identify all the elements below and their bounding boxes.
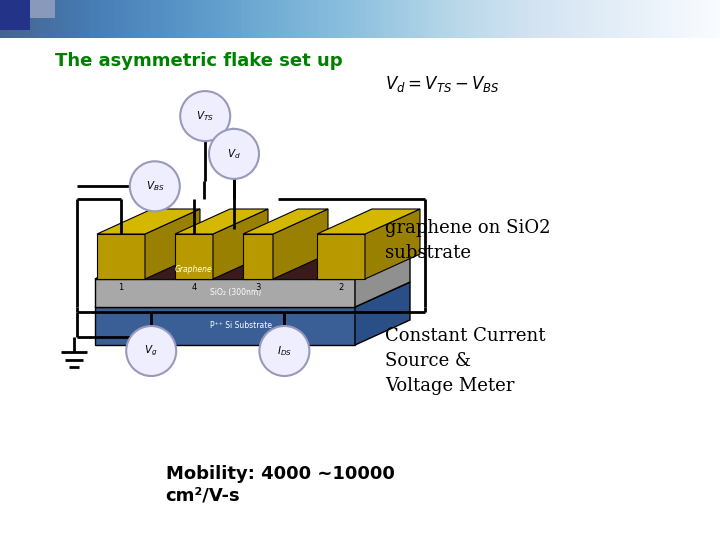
Polygon shape — [243, 234, 273, 279]
Text: $V_g$: $V_g$ — [145, 344, 158, 358]
Text: $V_{TS}$: $V_{TS}$ — [197, 109, 214, 123]
Polygon shape — [213, 209, 268, 279]
Polygon shape — [317, 209, 420, 234]
Polygon shape — [95, 254, 410, 279]
Text: $V_d$: $V_d$ — [227, 147, 241, 161]
Polygon shape — [243, 209, 328, 234]
Polygon shape — [0, 0, 30, 30]
Text: Mobility: 4000 ~10000
cm²/V-s: Mobility: 4000 ~10000 cm²/V-s — [166, 465, 395, 505]
Text: Constant Current
Source &
Voltage Meter: Constant Current Source & Voltage Meter — [385, 327, 546, 395]
Polygon shape — [97, 209, 200, 234]
Text: SiO₂ (300nm): SiO₂ (300nm) — [210, 288, 261, 298]
Polygon shape — [317, 234, 365, 279]
Text: $I_{DS}$: $I_{DS}$ — [277, 344, 292, 358]
Polygon shape — [175, 234, 213, 279]
Text: 3: 3 — [256, 282, 261, 292]
Polygon shape — [95, 279, 355, 307]
Polygon shape — [95, 307, 355, 345]
Polygon shape — [95, 282, 410, 307]
Circle shape — [209, 129, 259, 179]
Text: Graphene: Graphene — [175, 265, 212, 274]
Text: 4: 4 — [192, 282, 197, 292]
Polygon shape — [175, 209, 268, 234]
Text: graphene on SiO2
substrate: graphene on SiO2 substrate — [385, 219, 551, 262]
Text: $V_d = V_{TS} - V_{BS}$: $V_d = V_{TS} - V_{BS}$ — [385, 73, 500, 94]
Polygon shape — [145, 254, 390, 279]
Text: 1: 1 — [118, 282, 124, 292]
Text: $V_{BS}$: $V_{BS}$ — [145, 179, 164, 193]
Polygon shape — [365, 209, 420, 279]
Polygon shape — [30, 0, 55, 18]
Circle shape — [180, 91, 230, 141]
Polygon shape — [355, 282, 410, 345]
Polygon shape — [95, 254, 410, 279]
Circle shape — [126, 326, 176, 376]
Circle shape — [259, 326, 310, 376]
Polygon shape — [145, 209, 200, 279]
Circle shape — [130, 161, 180, 211]
Polygon shape — [273, 209, 328, 279]
Text: The asymmetric flake set up: The asymmetric flake set up — [55, 52, 343, 70]
Text: P⁺⁺ Si Substrate: P⁺⁺ Si Substrate — [210, 321, 272, 330]
Polygon shape — [355, 254, 410, 307]
Polygon shape — [97, 234, 145, 279]
Text: 2: 2 — [338, 282, 343, 292]
